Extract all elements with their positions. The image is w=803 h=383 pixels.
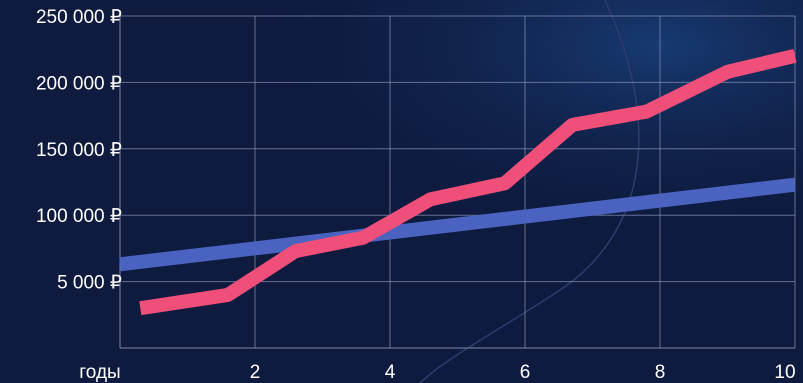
x-tick-label-4: 10 — [774, 362, 795, 383]
y-tick-label-4: 250 000 ₽ — [36, 7, 122, 28]
series — [119, 48, 797, 316]
x-axis-title: годы — [79, 362, 120, 383]
x-tick-label-1: 4 — [385, 362, 396, 383]
series-line-0 — [139, 48, 797, 316]
y-tick-label-3: 200 000 ₽ — [36, 73, 122, 94]
y-tick-label-2: 150 000 ₽ — [36, 140, 122, 161]
x-tick-label-3: 8 — [655, 362, 666, 383]
x-tick-label-0: 2 — [250, 362, 261, 383]
y-tick-label-0: 5 000 ₽ — [57, 273, 122, 294]
grid — [119, 15, 796, 349]
x-tick-label-2: 6 — [520, 362, 531, 383]
y-tick-label-1: 100 000 ₽ — [36, 206, 122, 227]
decorative-arc — [419, 0, 640, 383]
axis-labels: 5 000 ₽ 100 000 ₽ 150 000 ₽ 200 000 ₽ 250 00… — [36, 7, 796, 383]
series-line-1 — [119, 177, 796, 272]
